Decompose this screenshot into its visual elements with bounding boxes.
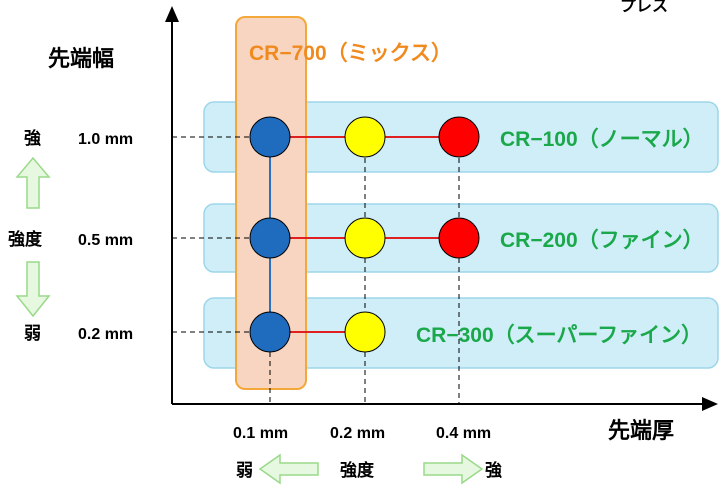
strength-down-arrow	[15, 261, 51, 318]
product-cr700-label: CR−700（ミックス）	[249, 41, 452, 65]
corner-text: プレス	[620, 0, 668, 15]
y-tick-0-2mm: 0.2 mm	[78, 326, 133, 343]
node-0-2mm-0-5mm	[344, 217, 386, 259]
node-0-1mm-0-5mm	[249, 217, 291, 259]
y-strength-label: 強度	[8, 229, 43, 249]
product-cr100-label: CR−100（ノーマル）	[500, 127, 704, 151]
node-0-2mm-0-2mm	[344, 311, 386, 353]
strength-up-arrow	[15, 156, 51, 209]
y-axis-arrowhead	[165, 6, 179, 22]
x-axis-title: 先端厚	[608, 418, 674, 443]
y-axis-title: 先端幅	[48, 46, 114, 71]
product-cr200-label: CR−200（ファイン）	[500, 228, 704, 252]
strength-left-arrow	[258, 453, 319, 485]
node-0-4mm-0-5mm	[438, 217, 480, 259]
node-0-4mm-1-0mm	[438, 116, 480, 158]
node-0-1mm-1-0mm	[249, 116, 291, 158]
x-tick-0-1mm: 0.1 mm	[233, 425, 288, 442]
strength-right-arrow	[423, 453, 484, 485]
y-tick-0-5mm: 0.5 mm	[78, 232, 133, 249]
x-tick-0-2mm: 0.2 mm	[330, 425, 385, 442]
band-cr300	[203, 297, 719, 369]
y-tick-1-0mm: 1.0 mm	[78, 131, 133, 148]
x-axis-arrowhead	[702, 397, 718, 411]
node-0-2mm-1-0mm	[344, 116, 386, 158]
y-strength-weak: 弱	[24, 324, 41, 343]
node-0-1mm-0-2mm	[249, 311, 291, 353]
x-strength-weak: 弱	[236, 461, 253, 480]
x-strength-label: 強度	[340, 460, 375, 480]
x-tick-0-4mm: 0.4 mm	[436, 425, 491, 442]
y-strength-strong: 強	[24, 128, 41, 148]
x-strength-strong: 強	[485, 460, 502, 480]
product-cr300-label: CR−300（スーパーファイン）	[416, 323, 702, 347]
